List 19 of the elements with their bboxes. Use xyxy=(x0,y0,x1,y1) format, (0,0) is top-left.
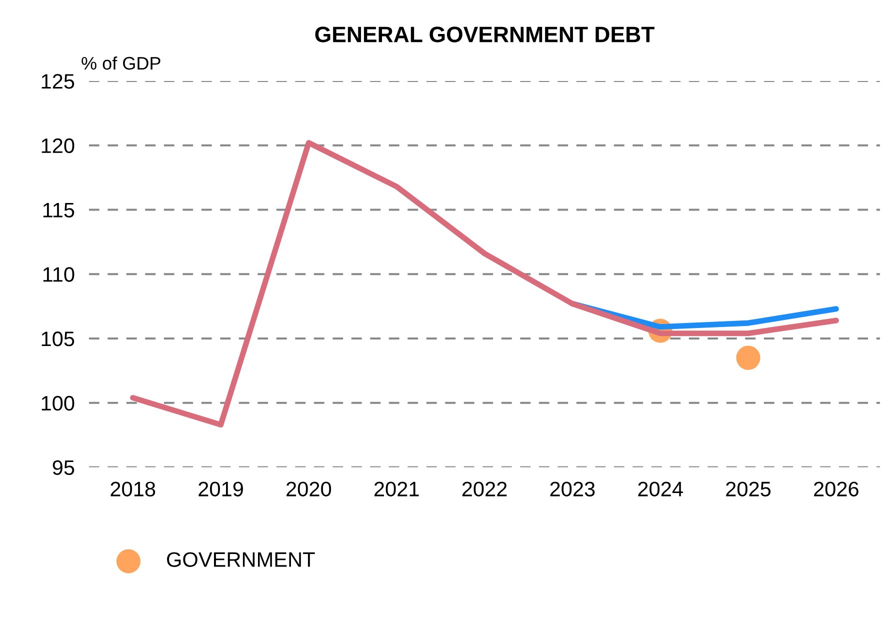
x-tick-label: 2019 xyxy=(198,482,243,496)
y-tick-label: 115 xyxy=(43,202,74,218)
x-tick-label: 2025 xyxy=(726,482,771,496)
y-tick-label: 95 xyxy=(52,460,74,476)
x-tick-label: 2022 xyxy=(462,482,507,496)
y-tick-label: 125 xyxy=(42,74,74,89)
x-tick-label: 2018 xyxy=(110,482,156,496)
x-tick-label: 2020 xyxy=(286,482,332,496)
y-tick-label: 105 xyxy=(42,332,74,346)
y-tick-label: 120 xyxy=(42,138,74,154)
legend-label: GOVERNMENT xyxy=(167,552,315,567)
x-tick-label: 2026 xyxy=(814,482,858,496)
x-tick-label: 2024 xyxy=(638,482,683,496)
x-tick-label: 2021 xyxy=(374,482,419,496)
y-tick-label: 100 xyxy=(42,396,74,411)
y-axis-title: % of GDP xyxy=(82,56,160,70)
chart-title: GENERAL GOVERNMENT DEBT xyxy=(315,26,654,42)
y-tick-label: 110 xyxy=(43,267,74,282)
x-tick-label: 2023 xyxy=(550,482,595,496)
